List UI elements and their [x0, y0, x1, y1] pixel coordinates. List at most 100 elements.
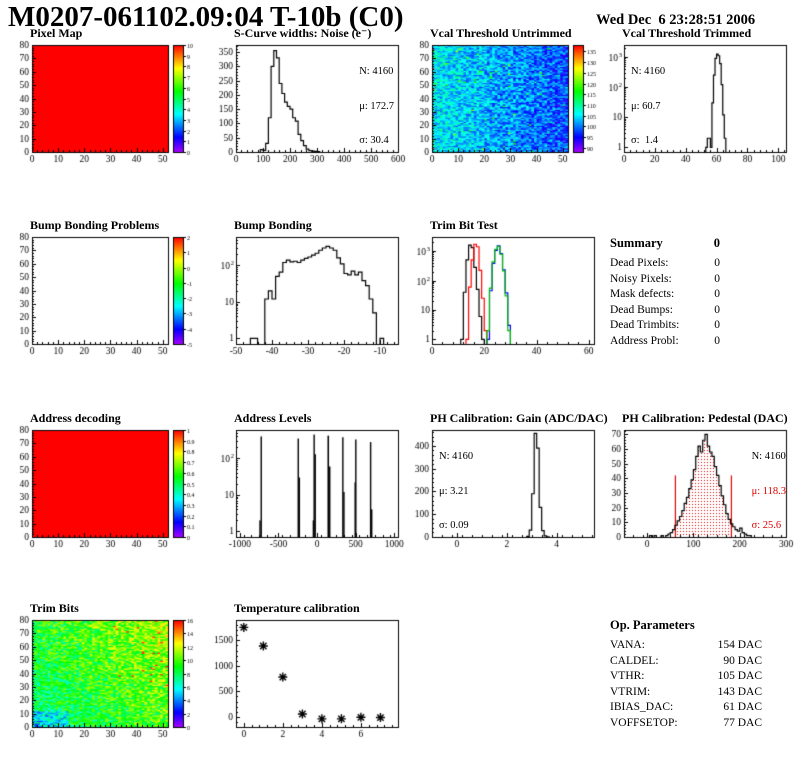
- summary-heading-row: Summary 0: [610, 236, 720, 251]
- plot-bump-bonding: Bump Bonding: [210, 218, 410, 368]
- op-parameters-heading: Op. Parameters: [610, 618, 695, 632]
- summary-row-label: Mask defects:: [610, 288, 675, 300]
- summary-row: Noisy Pixels: 0: [610, 272, 720, 288]
- op-parameter-label: VTHR:: [610, 670, 645, 682]
- chart-address-decoding: [6, 425, 202, 555]
- op-parameters-rows: VANA: 154 DAC CALDEL: 90 DAC VTHR: 105 D…: [610, 638, 762, 731]
- plot-address-levels: Address Levels: [210, 411, 410, 561]
- summary-row: Mask defects: 0: [610, 287, 720, 303]
- summary-heading-value: 0: [713, 236, 720, 250]
- stat-mu: μ: 3.21: [439, 485, 469, 497]
- stat-mu: μ: 118.3: [751, 485, 786, 497]
- stat-mu: μ: 172.7: [359, 100, 394, 112]
- summary-row-label: Dead Bumps:: [610, 303, 673, 316]
- plot-temperature: Temperature calibration: [210, 601, 410, 751]
- plot-title-bump-problems: Bump Bonding Problems: [30, 218, 160, 232]
- op-parameter-label: IBIAS_DAC:: [610, 701, 674, 713]
- summary-row-value: 0: [714, 272, 720, 285]
- stat-n: N: 4160: [439, 451, 474, 462]
- summary-row-label: Dead Trimbits:: [610, 319, 680, 331]
- stat-n: N: 4160: [631, 66, 666, 77]
- summary-row: Dead Pixels: 0: [610, 256, 720, 272]
- summary-row-value: 0: [714, 303, 720, 316]
- chart-trim-bits: [6, 615, 202, 745]
- chart-vcal-trimmed: [598, 40, 794, 170]
- plot-title-vcal-untrimmed: Vcal Threshold Untrimmed: [430, 26, 572, 40]
- plot-vcal-trimmed: Vcal Threshold Trimmed N: 4160 μ: 60.7 σ…: [598, 26, 796, 176]
- summary-heading: Summary: [610, 236, 663, 250]
- op-parameter-label: CALDEL:: [610, 654, 659, 667]
- op-parameter-value: 90 DAC: [723, 654, 762, 667]
- op-parameters-block: Op. Parameters VANA: 154 DAC CALDEL: 90 …: [610, 618, 762, 731]
- stat-sigma: σ: 30.4: [359, 135, 389, 146]
- timestamp: Wed Dec 6 23:28:51 2006: [596, 12, 756, 28]
- plot-address-decoding: Address decoding: [6, 411, 206, 561]
- chart-temperature: [210, 615, 406, 745]
- plot-title-pixel-map: Pixel Map: [30, 26, 83, 40]
- summary-row-value: 0: [714, 288, 720, 300]
- stat-n: N: 4160: [359, 66, 394, 77]
- op-parameter-row: VOFFSETOP: 77 DAC: [610, 716, 762, 732]
- plot-title-ph-pedestal: PH Calibration: Pedestal (DAC): [622, 411, 788, 425]
- chart-pixel-map: [6, 40, 202, 170]
- op-parameter-value: 105 DAC: [717, 670, 762, 682]
- plot-bump-problems: Bump Bonding Problems: [6, 218, 206, 368]
- chart-vcal-untrimmed: [406, 40, 602, 170]
- summary-row-value: 0: [714, 319, 720, 331]
- plot-ph-pedestal: PH Calibration: Pedestal (DAC) N: 4160 μ…: [598, 411, 796, 561]
- op-parameter-label: VANA:: [610, 639, 645, 651]
- plot-title-temperature: Temperature calibration: [234, 601, 360, 615]
- stat-sigma: σ: 25.6: [751, 520, 782, 531]
- chart-bump-bonding: [210, 232, 406, 362]
- summary-row: Dead Trimbits: 0: [610, 318, 720, 334]
- plot-title-trim-bits: Trim Bits: [30, 601, 79, 615]
- op-parameter-value: 77 DAC: [723, 716, 762, 729]
- op-parameter-row: VANA: 154 DAC: [610, 638, 762, 654]
- stats-box-ph-gain: N: 4160 μ: 3.21 σ: 0.09: [439, 428, 473, 555]
- op-parameter-value: 61 DAC: [723, 701, 762, 713]
- plot-scurve-noise: S-Curve widths: Noise (e⁻) N: 4160 μ: 17…: [210, 26, 410, 176]
- plot-trimbit-test: Trim Bit Test: [406, 218, 606, 368]
- plot-title-trimbit-test: Trim Bit Test: [430, 218, 498, 232]
- chart-ph-gain: [406, 425, 602, 555]
- op-parameter-row: IBIAS_DAC: 61 DAC: [610, 700, 762, 716]
- plot-trim-bits: Trim Bits: [6, 601, 206, 751]
- op-parameter-value: 154 DAC: [717, 639, 762, 651]
- op-parameter-label: VOFFSETOP:: [610, 716, 678, 729]
- plot-vcal-untrimmed: Vcal Threshold Untrimmed: [406, 26, 606, 176]
- plot-title-address-levels: Address Levels: [234, 411, 312, 425]
- chart-scurve-noise: [210, 40, 406, 170]
- stat-n: N: 4160: [751, 451, 786, 462]
- summary-row: Dead Bumps: 0: [610, 303, 720, 319]
- summary-row-label: Noisy Pixels:: [610, 272, 672, 285]
- plot-title-scurve-noise: S-Curve widths: Noise (e⁻): [234, 26, 372, 40]
- plot-title-address-decoding: Address decoding: [30, 411, 121, 425]
- plot-ph-gain: PH Calibration: Gain (ADC/DAC) N: 4160 μ…: [406, 411, 608, 561]
- stats-box-scurve: N: 4160 μ: 172.7 σ: 30.4: [359, 43, 394, 170]
- plot-title-vcal-trimmed: Vcal Threshold Trimmed: [622, 26, 752, 40]
- plot-pixel-map: Pixel Map: [6, 26, 206, 176]
- op-parameter-row: VTHR: 105 DAC: [610, 669, 762, 685]
- chart-address-levels: [210, 425, 406, 555]
- chart-bump-problems: [6, 232, 202, 362]
- op-parameter-value: 143 DAC: [717, 685, 762, 698]
- plot-title-bump-bonding: Bump Bonding: [234, 218, 312, 232]
- op-parameters-heading-row: Op. Parameters: [610, 618, 762, 633]
- plot-title-ph-gain: PH Calibration: Gain (ADC/DAC): [430, 411, 608, 425]
- summary-row-label: Dead Pixels:: [610, 257, 669, 269]
- summary-row-value: 0: [714, 334, 720, 347]
- summary-row-value: 0: [714, 257, 720, 269]
- summary-row-label: Address Probl:: [610, 334, 679, 347]
- chart-trimbit-test: [406, 232, 602, 362]
- stats-box-ph-pedestal: N: 4160 μ: 118.3 σ: 25.6: [752, 428, 786, 555]
- op-parameter-row: CALDEL: 90 DAC: [610, 654, 762, 670]
- op-parameter-row: VTRIM: 143 DAC: [610, 685, 762, 701]
- summary-rows: Dead Pixels: 0 Noisy Pixels: 0 Mask defe…: [610, 256, 720, 349]
- chart-ph-pedestal: [598, 425, 794, 555]
- stat-mu: μ: 60.7: [631, 100, 661, 112]
- page-title: M0207-061102.09:04 T-10b (C0): [8, 1, 404, 33]
- summary-row: Address Probl: 0: [610, 334, 720, 350]
- stats-box-vcal-trimmed: N: 4160 μ: 60.7 σ: 1.4: [631, 43, 665, 170]
- op-parameter-label: VTRIM:: [610, 685, 651, 698]
